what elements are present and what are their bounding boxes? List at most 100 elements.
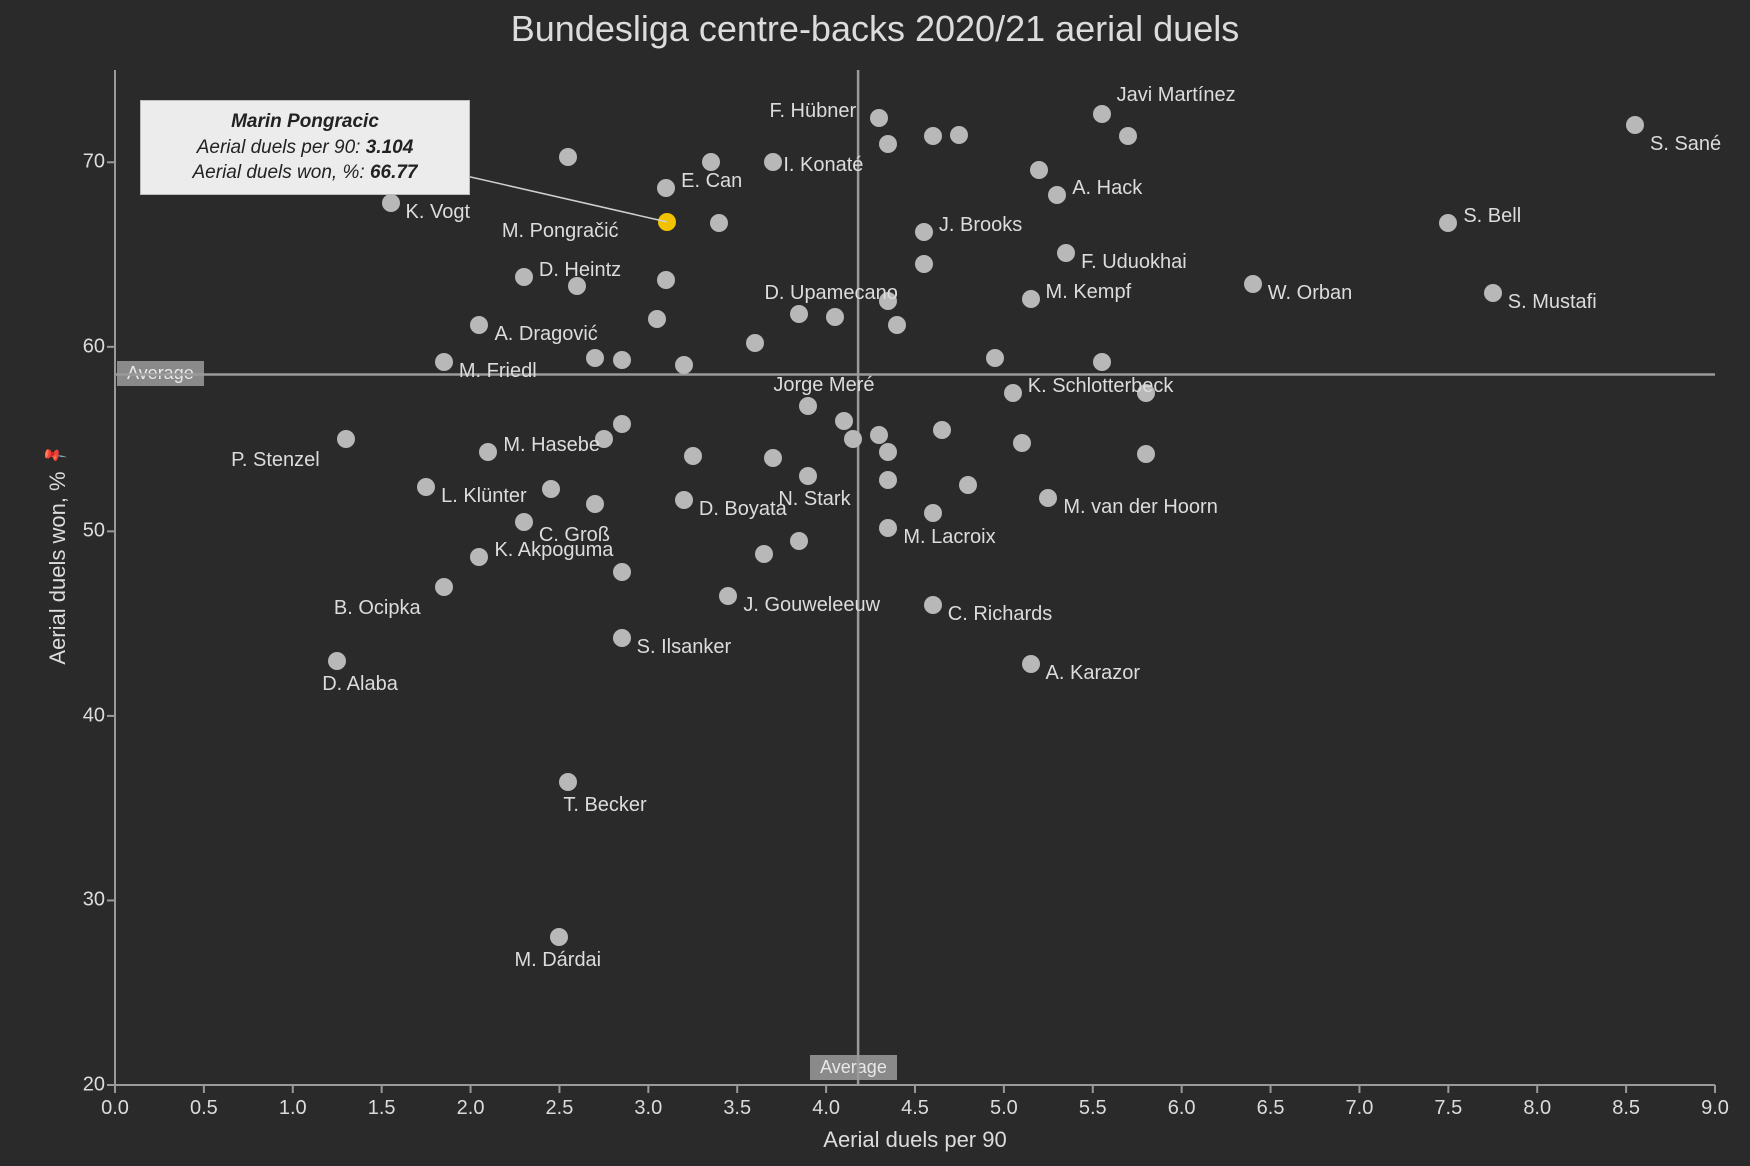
point-label: J. Brooks: [939, 214, 1022, 237]
point-label: J. Gouweleeuw: [743, 594, 880, 617]
data-point: [1004, 384, 1022, 402]
data-point: [613, 415, 631, 433]
data-point: [613, 563, 631, 581]
data-point: [470, 548, 488, 566]
data-point: [435, 578, 453, 596]
y-tick-label: 30: [71, 889, 105, 912]
x-tick-label: 9.0: [1701, 1097, 1729, 1120]
data-point: [586, 349, 604, 367]
data-point: [648, 310, 666, 328]
data-point: [710, 214, 728, 232]
data-point: [879, 443, 897, 461]
point-label: P. Stenzel: [231, 449, 320, 472]
data-point: [826, 308, 844, 326]
point-label: M. Lacroix: [903, 526, 995, 549]
x-tick-label: 0.0: [101, 1097, 129, 1120]
y-tick-label: 60: [71, 335, 105, 358]
callout-line1-value: 3.104: [366, 137, 414, 158]
x-tick-label: 3.0: [634, 1097, 662, 1120]
x-tick-label: 2.5: [546, 1097, 574, 1120]
y-average-label: Average: [117, 361, 204, 386]
point-label: M. van der Hoorn: [1063, 496, 1218, 519]
x-tick-label: 8.0: [1523, 1097, 1551, 1120]
data-point: [657, 271, 675, 289]
data-point: [1484, 284, 1502, 302]
data-point: [790, 532, 808, 550]
x-average-label: Average: [810, 1055, 897, 1080]
data-point: [382, 194, 400, 212]
point-label: Jorge Meré: [773, 374, 874, 397]
data-point: [559, 773, 577, 791]
point-label: C. Richards: [948, 603, 1052, 626]
callout-line2-value: 66.77: [370, 162, 418, 183]
point-label: D. Alaba: [322, 673, 398, 696]
point-label: S. Ilsanker: [637, 636, 731, 659]
data-point: [515, 268, 533, 286]
data-point: [586, 495, 604, 513]
y-tick-label: 20: [71, 1074, 105, 1097]
point-label: M. Dárdai: [514, 949, 601, 972]
x-tick-label: 6.0: [1168, 1097, 1196, 1120]
x-tick-label: 4.0: [812, 1097, 840, 1120]
data-point: [870, 109, 888, 127]
data-point: [1244, 275, 1262, 293]
highlight-point: [658, 213, 676, 231]
point-label: B. Ocipka: [334, 597, 421, 620]
x-tick-label: 7.0: [1346, 1097, 1374, 1120]
data-point: [613, 351, 631, 369]
point-label: K. Schlotterbeck: [1028, 375, 1174, 398]
point-label: E. Can: [681, 170, 742, 193]
x-tick-label: 0.5: [190, 1097, 218, 1120]
highlight-callout: Marin Pongracic Aerial duels per 90: 3.1…: [140, 100, 470, 195]
data-point: [1093, 353, 1111, 371]
data-point: [764, 153, 782, 171]
point-label: F. Uduokhai: [1081, 251, 1187, 274]
point-label: K. Vogt: [406, 201, 471, 224]
point-label: N. Stark: [778, 488, 850, 511]
point-label: S. Bell: [1463, 205, 1521, 228]
x-axis-label: Aerial duels per 90: [815, 1127, 1015, 1153]
x-tick-label: 6.5: [1257, 1097, 1285, 1120]
data-point: [684, 447, 702, 465]
data-point: [1626, 116, 1644, 134]
point-label: M. Hasebe: [503, 434, 600, 457]
data-point: [702, 153, 720, 171]
data-point: [986, 349, 1004, 367]
data-point: [719, 587, 737, 605]
data-point: [550, 928, 568, 946]
point-label: S. Sané: [1650, 133, 1721, 156]
data-point: [479, 443, 497, 461]
callout-line1: Aerial duels per 90: 3.104: [155, 135, 455, 161]
data-point: [675, 356, 693, 374]
data-point: [1048, 186, 1066, 204]
data-point: [657, 179, 675, 197]
point-label: M. Kempf: [1046, 281, 1132, 304]
data-point: [915, 255, 933, 273]
data-point: [799, 467, 817, 485]
x-tick-label: 8.5: [1612, 1097, 1640, 1120]
point-label: K. Akpoguma: [494, 539, 613, 562]
data-point: [746, 334, 764, 352]
x-tick-label: 2.0: [457, 1097, 485, 1120]
data-point: [959, 476, 977, 494]
y-tick-label: 50: [71, 520, 105, 543]
data-point: [790, 305, 808, 323]
data-point: [542, 480, 560, 498]
data-point: [915, 223, 933, 241]
data-point: [879, 471, 897, 489]
point-label: D. Boyata: [699, 498, 787, 521]
data-point: [888, 316, 906, 334]
pin-icon: 📌: [41, 441, 69, 469]
callout-line2-label: Aerial duels won, %:: [193, 162, 365, 183]
point-label: F. Hübner: [769, 100, 856, 123]
data-point: [559, 148, 577, 166]
data-point: [924, 596, 942, 614]
x-tick-label: 1.5: [368, 1097, 396, 1120]
data-point: [1057, 244, 1075, 262]
point-label: I. Konaté: [783, 154, 863, 177]
y-tick-label: 70: [71, 151, 105, 174]
point-label: A. Karazor: [1046, 662, 1140, 685]
point-label: Javi Martínez: [1117, 84, 1236, 107]
scatter-chart: Bundesliga centre-backs 2020/21 aerial d…: [0, 0, 1750, 1166]
point-label: L. Klünter: [441, 485, 527, 508]
